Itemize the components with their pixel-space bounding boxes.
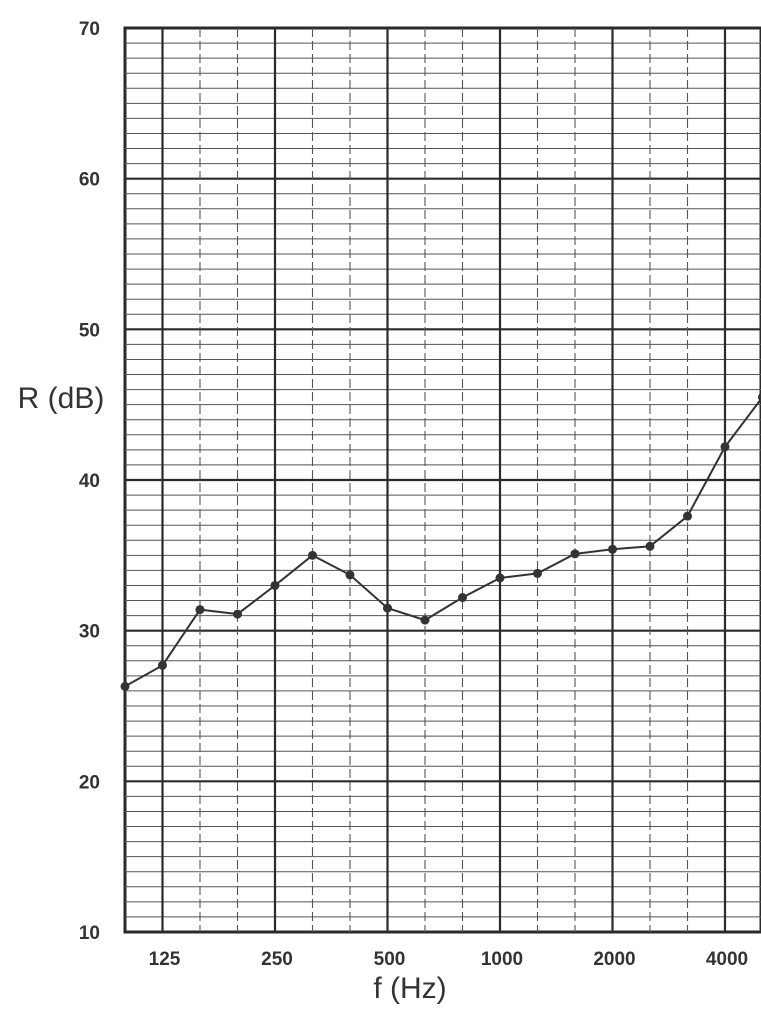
data-point	[570, 549, 580, 559]
y-axis-label: R (dB)	[17, 382, 105, 415]
y-tick-label: 50	[79, 320, 100, 341]
data-series	[120, 392, 761, 691]
data-point	[233, 609, 242, 619]
y-tick-label: 30	[79, 622, 100, 643]
chart-grid	[123, 26, 761, 934]
data-point	[270, 580, 280, 590]
series-line	[124, 397, 761, 688]
data-point	[458, 593, 467, 603]
data-point	[533, 568, 542, 578]
y-tick-label: 10	[79, 923, 100, 944]
x-tick-labels: 125 250 500 1000 2000 4000	[149, 949, 748, 970]
y-tick-label: 20	[79, 772, 100, 793]
y-tick-label: 70	[79, 19, 100, 40]
data-point	[608, 544, 617, 554]
data-point	[158, 660, 167, 670]
x-axis-label: f (Hz)	[373, 972, 447, 1005]
data-point	[120, 681, 130, 691]
data-point	[495, 573, 505, 583]
x-tick-label: 250	[261, 949, 293, 970]
y-tick-labels: 10 20 30 40 50 60 70	[79, 19, 100, 944]
x-tick-label: 125	[149, 949, 181, 970]
data-point	[758, 392, 761, 402]
data-point	[645, 541, 655, 551]
y-tick-label: 40	[79, 471, 100, 492]
data-point	[383, 603, 392, 613]
y-tick-label: 60	[79, 170, 100, 191]
data-point	[683, 511, 692, 521]
data-point	[308, 550, 317, 560]
x-tick-label: 1000	[481, 949, 523, 970]
data-point	[720, 442, 730, 452]
data-point	[345, 570, 355, 580]
x-tick-label: 2000	[593, 949, 635, 970]
x-tick-label: 500	[374, 949, 406, 970]
data-point	[195, 605, 205, 615]
x-tick-label: 4000	[706, 949, 748, 970]
data-point	[420, 615, 430, 625]
